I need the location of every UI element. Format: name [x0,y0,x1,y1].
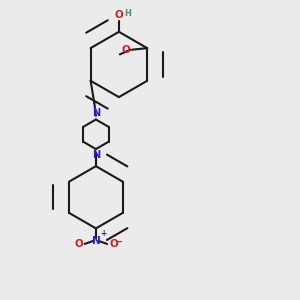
Text: O: O [115,10,123,20]
Text: O: O [109,239,118,249]
Text: N: N [92,236,100,246]
Text: H: H [124,9,131,18]
Text: −: − [115,237,123,247]
Text: N: N [92,108,100,118]
Text: O: O [74,239,83,249]
Text: N: N [92,150,100,160]
Text: O: O [122,45,131,55]
Text: +: + [100,229,106,238]
